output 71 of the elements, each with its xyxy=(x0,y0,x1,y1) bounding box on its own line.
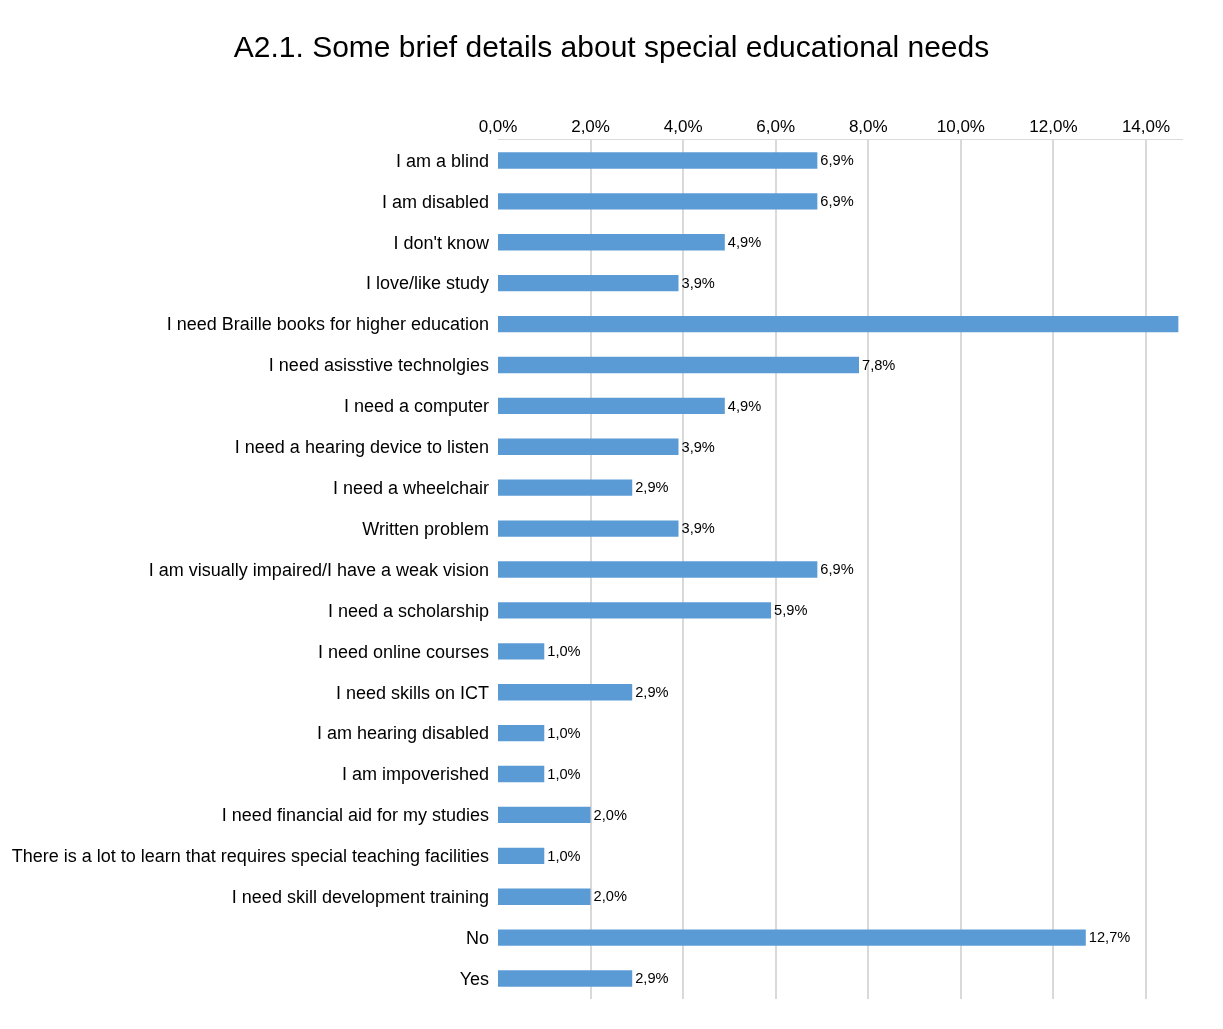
data-label: 1,0% xyxy=(547,643,581,660)
x-tick-label: 12,0% xyxy=(1029,117,1078,137)
bar xyxy=(498,152,818,169)
y-tick-label: I am hearing disabled xyxy=(316,723,489,744)
bar xyxy=(498,561,818,578)
y-tick-label: I need a scholarship xyxy=(327,600,489,621)
y-tick-label: I love/like study xyxy=(365,273,489,294)
data-label: 4,9% xyxy=(727,397,762,414)
y-tick-label: I am impoverished xyxy=(341,764,489,785)
data-label: 5,9% xyxy=(774,602,808,619)
bar xyxy=(498,315,1179,333)
data-label: 6,9% xyxy=(820,561,854,578)
bar xyxy=(498,193,818,210)
y-tick-label: I need skills on ICT xyxy=(335,682,489,703)
bar xyxy=(498,970,633,987)
data-label: 4,9% xyxy=(727,234,762,250)
bar xyxy=(498,234,725,251)
bar xyxy=(498,274,679,292)
y-tick-label: I am visually impaired/I have a weak vision xyxy=(148,559,489,580)
y-tick-label: I need a computer xyxy=(343,396,489,417)
bar xyxy=(498,806,591,824)
y-tick-label: I need asisstive technolgies xyxy=(268,355,489,376)
y-tick-label: I am disabled xyxy=(381,191,489,212)
x-tick-label: 2,0% xyxy=(571,117,610,137)
y-tick-label: No xyxy=(465,927,489,948)
data-label: 3,9% xyxy=(681,438,715,455)
data-label: 2,9% xyxy=(635,479,669,496)
data-label: 1,0% xyxy=(547,724,581,741)
bar xyxy=(498,643,545,660)
bar xyxy=(498,479,633,496)
y-tick-label: I need a hearing device to listen xyxy=(234,437,489,458)
data-label: 6,9% xyxy=(820,193,854,210)
bar xyxy=(498,847,545,865)
y-tick-label: Written problem xyxy=(362,518,489,539)
data-label: 1,0% xyxy=(547,765,581,782)
x-tick-label: 10,0% xyxy=(936,117,985,137)
bar xyxy=(498,724,545,742)
bar xyxy=(498,765,545,783)
bar xyxy=(498,602,772,619)
data-label: 3,9% xyxy=(681,274,715,291)
data-label: 2,9% xyxy=(635,970,669,987)
x-tick-label: 14,0% xyxy=(1121,117,1171,137)
y-tick-label: I need online courses xyxy=(317,641,489,662)
data-label: 2,9% xyxy=(635,683,669,700)
bar xyxy=(498,356,860,374)
y-tick-label: Yes xyxy=(459,968,489,989)
bar xyxy=(498,684,633,701)
bar xyxy=(498,929,1086,946)
x-tick-label: 4,0% xyxy=(663,117,703,137)
data-label: 3,9% xyxy=(681,520,715,537)
data-label: 2,0% xyxy=(593,806,627,823)
x-tick-label: 0,0% xyxy=(478,117,518,137)
x-tick-label: 6,0% xyxy=(756,117,796,137)
data-label: 6,9% xyxy=(820,152,854,169)
chart-title: A2.1. Some brief details about special educational needs xyxy=(233,30,990,64)
y-tick-label: I need a wheelchair xyxy=(332,477,489,498)
y-tick-label: I need skill development training xyxy=(231,887,489,908)
y-tick-label: I need Braille books for higher education xyxy=(166,314,489,335)
y-tick-label: I don't know xyxy=(393,232,490,253)
data-label: 1,0% xyxy=(547,847,581,864)
bar xyxy=(498,397,725,415)
data-label: 7,8% xyxy=(862,356,896,373)
y-tick-label: There is a lot to learn that requires special teaching facilities xyxy=(11,846,489,867)
y-tick-label: I need financial aid for my studies xyxy=(221,805,489,826)
y-tick-label: I am a blind xyxy=(395,150,489,171)
bar xyxy=(498,438,679,455)
data-label: 12,7% xyxy=(1088,929,1131,946)
x-tick-label: 8,0% xyxy=(848,117,888,137)
data-label: 2,0% xyxy=(593,888,627,905)
bar xyxy=(498,888,591,905)
bar xyxy=(498,520,679,537)
